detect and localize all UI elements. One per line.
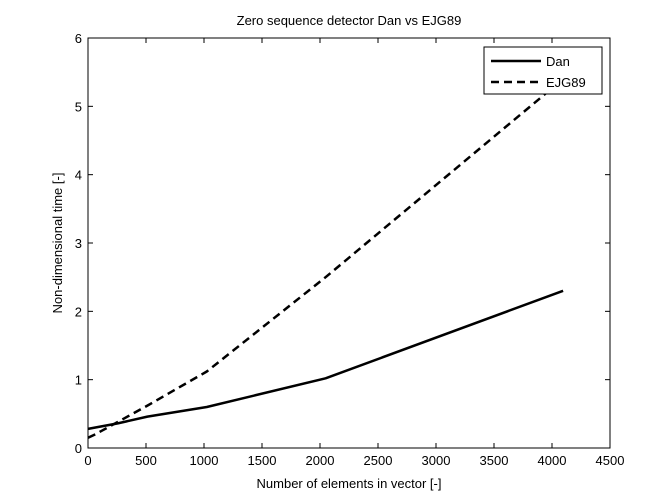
y-tick-label: 3 xyxy=(75,236,82,251)
legend-label-ejg89: EJG89 xyxy=(546,75,586,90)
plot-frame xyxy=(87,37,611,449)
x-tick-label: 0 xyxy=(84,453,91,468)
x-tick-label: 3500 xyxy=(480,453,509,468)
y-axis-label: Non-dimensional time [-] xyxy=(50,173,65,314)
x-tick-label: 2000 xyxy=(306,453,335,468)
y-tick-label: 5 xyxy=(75,99,82,114)
y-tick-label: 6 xyxy=(75,31,82,46)
x-tick-label: 4500 xyxy=(596,453,625,468)
legend-box xyxy=(483,46,603,95)
x-tick-label: 2500 xyxy=(364,453,393,468)
x-tick-label: 500 xyxy=(135,453,157,468)
series-line-ejg89 xyxy=(87,78,564,439)
x-tick-label: 3000 xyxy=(422,453,451,468)
y-tick-label: 0 xyxy=(75,441,82,456)
y-tick-label: 4 xyxy=(75,168,82,183)
chart-title: Zero sequence detector Dan vs EJG89 xyxy=(237,13,462,28)
legend: Dan EJG89 xyxy=(483,46,603,95)
x-tick-label: 1000 xyxy=(190,453,219,468)
plot-area xyxy=(87,78,564,439)
y-tick-label: 1 xyxy=(75,373,82,388)
y-tick-label: 2 xyxy=(75,304,82,319)
y-axis: 0 1 2 3 4 5 6 xyxy=(75,31,610,456)
legend-label-dan: Dan xyxy=(546,54,570,69)
x-axis: 0 500 1000 1500 2000 2500 3000 3500 4000 4500 xyxy=(84,38,624,468)
x-tick-label: 4000 xyxy=(538,453,567,468)
x-axis-label: Number of elements in vector [-] xyxy=(257,476,442,491)
series-line-dan xyxy=(87,289,564,431)
x-tick-label: 1500 xyxy=(248,453,277,468)
